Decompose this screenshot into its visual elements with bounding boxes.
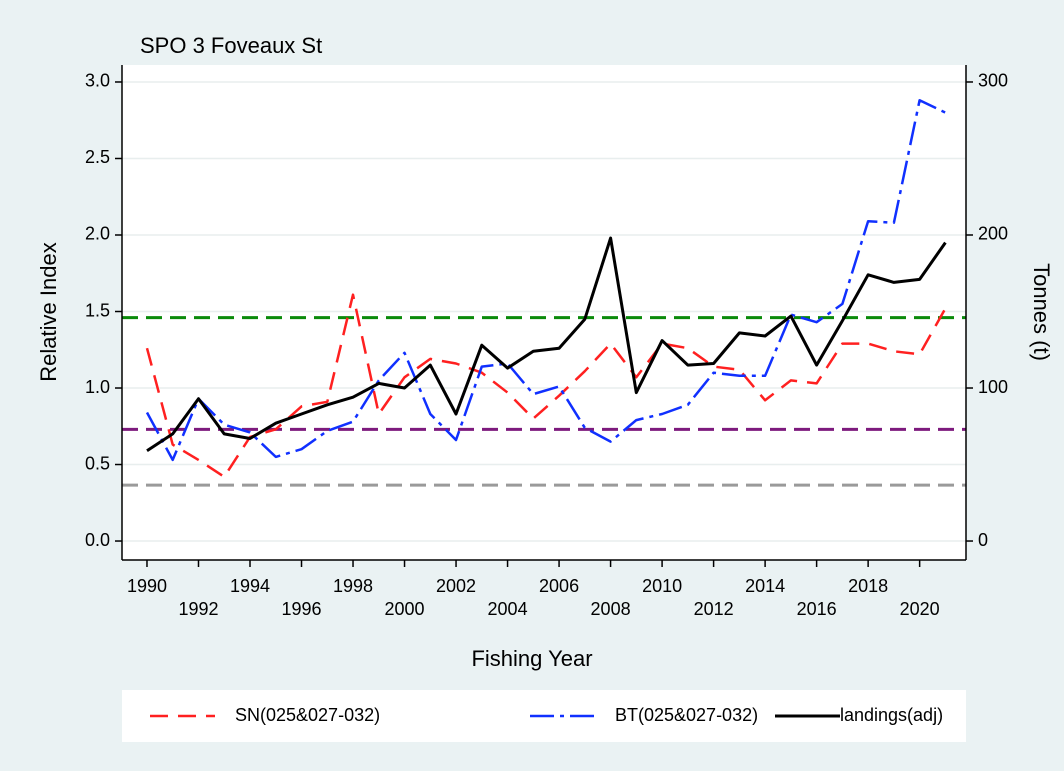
x-tick-label: 2020 [900,599,940,619]
series-line [146,236,947,452]
x-tick-label: 1998 [333,576,373,596]
x-tick-label: 1992 [178,599,218,619]
x-tick-label: 1990 [127,576,167,596]
y-axis-title: Relative Index [36,242,61,381]
x-tick-label: 2014 [745,576,785,596]
y-tick-label: 0.5 [85,453,110,473]
legend-label: BT(025&027-032) [615,705,758,725]
y2-tick-label: 200 [978,224,1008,244]
series-line [145,293,947,479]
x-tick-label: 2018 [848,576,888,596]
x-tick-label: 2012 [694,599,734,619]
x-axis-title: Fishing Year [471,646,592,671]
grid [122,81,966,542]
reference-lines [122,316,966,487]
y-tick-label: 2.5 [85,147,110,167]
series-lines [145,99,947,479]
x-tick-label: 1996 [281,599,321,619]
legend-label: landings(adj) [840,705,943,725]
y2-tick-label: 300 [978,71,1008,91]
y-tick-label: 1.5 [85,300,110,320]
series-line [145,99,946,462]
y2-axis-title: Tonnes (t) [1029,263,1054,361]
legend-label: SN(025&027-032) [235,705,380,725]
y-tick-label: 1.0 [85,377,110,397]
y2-tick-label: 100 [978,377,1008,397]
y-tick-label: 0.0 [85,530,110,550]
x-tick-label: 2002 [436,576,476,596]
chart-title: SPO 3 Foveaux St [140,33,322,58]
y-tick-label: 2.0 [85,224,110,244]
x-tick-label: 2006 [539,576,579,596]
x-tick-label: 1994 [230,576,270,596]
x-tick-label: 2000 [385,599,425,619]
x-tick-label: 2010 [642,576,682,596]
y2-tick-label: 0 [978,530,988,550]
legend-entries: SN(025&027-032) BT(025&027-032) landings(a… [150,705,943,725]
x-tick-label: 2016 [797,599,837,619]
plot-area [122,65,966,560]
x-tick-label: 2004 [488,599,528,619]
x-tick-label: 2008 [591,599,631,619]
y-tick-label: 3.0 [85,71,110,91]
